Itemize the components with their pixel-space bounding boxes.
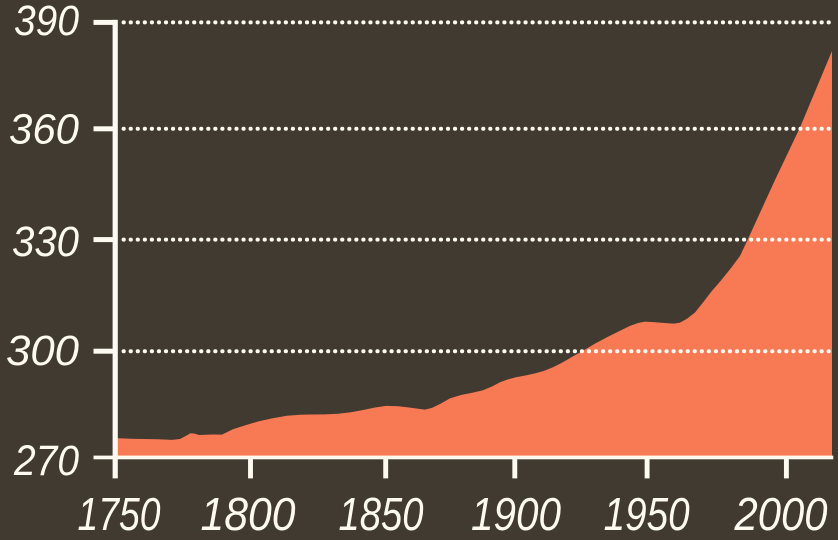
svg-text:390: 390 xyxy=(14,0,79,45)
svg-text:1950: 1950 xyxy=(604,488,690,540)
svg-text:1850: 1850 xyxy=(339,488,424,540)
svg-text:330: 330 xyxy=(12,218,79,266)
svg-text:1900: 1900 xyxy=(471,488,561,540)
svg-text:1800: 1800 xyxy=(201,488,296,540)
svg-text:300: 300 xyxy=(6,327,79,375)
svg-text:270: 270 xyxy=(13,437,79,485)
svg-text:1750: 1750 xyxy=(78,488,161,540)
svg-text:2000: 2000 xyxy=(734,488,828,540)
svg-text:360: 360 xyxy=(9,105,79,153)
